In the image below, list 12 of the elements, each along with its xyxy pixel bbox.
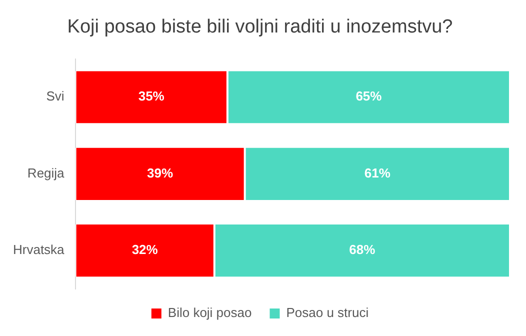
y-tick-label: Svi [46, 88, 64, 104]
data-label: 68% [349, 242, 376, 258]
chart-title: Koji posao biste bili voljni raditi u inozemstvu? [67, 16, 453, 38]
data-label: 35% [138, 88, 165, 104]
data-label: 61% [364, 165, 391, 180]
y-tick-label: Regija [27, 165, 66, 180]
data-label: 65% [356, 88, 382, 104]
legend-label: Posao u struci [286, 305, 369, 320]
data-label: 32% [132, 242, 158, 258]
legend-label: Bilo koji posao [168, 305, 252, 320]
data-label: 39% [147, 165, 174, 180]
y-tick-label: Hrvatska [12, 242, 66, 258]
